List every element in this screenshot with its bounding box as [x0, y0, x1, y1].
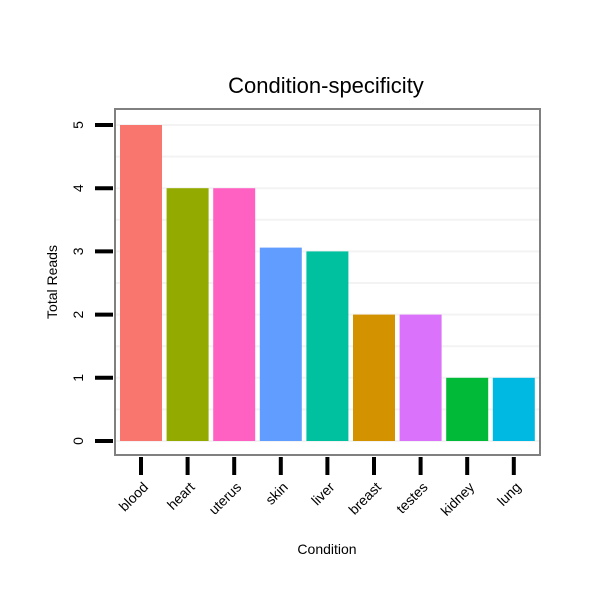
y-tick-label: 1	[70, 374, 86, 382]
bar-heart	[166, 188, 209, 441]
bar-testes	[399, 314, 442, 441]
x-tick-label-kidney: kidney	[437, 479, 477, 519]
x-tick-label-breast: breast	[345, 479, 384, 518]
y-axis-label: Total Reads	[44, 245, 60, 319]
y-tick-label: 4	[70, 184, 86, 192]
bar-blood	[120, 125, 162, 441]
x-tick-label-heart: heart	[164, 479, 198, 513]
y-tick-label: 3	[70, 247, 86, 255]
bar-kidney	[446, 377, 489, 441]
bar-lung	[492, 377, 535, 441]
y-tick-label: 2	[70, 310, 86, 318]
x-axis-label: Condition	[297, 541, 356, 557]
x-tick-label-blood: blood	[116, 479, 152, 515]
x-tick-label-testes: testes	[393, 479, 431, 517]
bar-skin	[259, 247, 302, 441]
y-tick-label: 5	[70, 121, 86, 129]
x-axis-ticks: blood heart uterus skin liver breast testes kid…	[116, 457, 524, 519]
bar-breast	[353, 314, 395, 441]
plot-border	[114, 108, 541, 456]
y-axis-ticks: 0 1 2 3 4 5	[70, 121, 113, 445]
x-tick-label-lung: lung	[494, 479, 524, 509]
bar-liver	[306, 251, 349, 441]
y-tick-label: 0	[70, 437, 86, 445]
chart-title: Condition-specificity	[228, 73, 424, 98]
x-tick-label-skin: skin	[262, 479, 291, 508]
x-tick-label-uterus: uterus	[205, 479, 244, 518]
bars	[120, 125, 535, 441]
bar-uterus	[213, 188, 256, 441]
x-tick-label-liver: liver	[308, 479, 338, 509]
